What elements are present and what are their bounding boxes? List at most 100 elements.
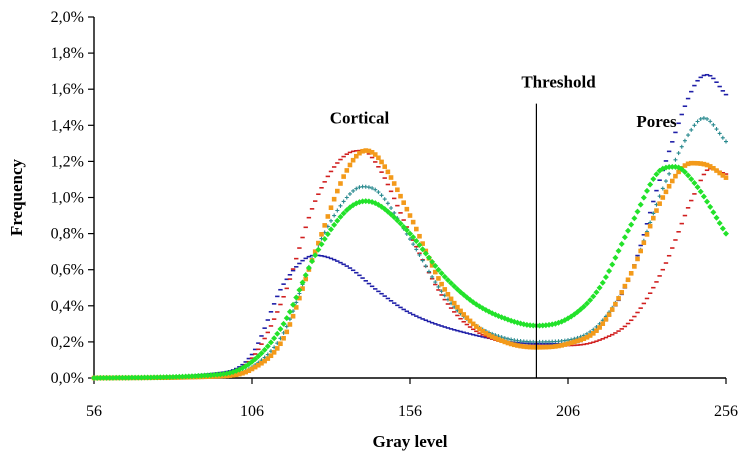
data-point [650,175,657,182]
data-point [511,342,517,348]
data-point [537,345,542,350]
data-point [331,221,338,228]
data-point [379,193,384,198]
data-point [419,246,426,253]
data-point [246,368,252,374]
data-point [470,321,476,327]
data-point [265,356,271,361]
data-point [602,274,609,281]
data-point [408,237,412,242]
data-point [597,325,602,330]
data-point [600,321,606,326]
data-point [596,284,603,291]
x-axis-ticks: 56 106 156 206 256 [86,378,738,420]
data-point [458,308,463,314]
data-point [580,303,587,310]
data-point [357,150,362,156]
data-point [400,223,407,230]
plot-area: 0,0% 0,2% 0,4% 0,6% 0,8% 1,0% 1,2% 1,4% 1,6% 1,8%… [51,9,738,420]
data-point [316,240,321,246]
series-layer [91,73,729,381]
data-point [559,343,564,348]
data-point [502,339,508,345]
data-point [125,374,132,381]
y-tick-label: 2,0% [51,9,84,26]
data-point [370,186,375,191]
data-point [334,217,341,224]
data-point [271,335,278,342]
data-point [256,362,261,368]
data-point [549,344,555,350]
data-point [613,301,618,307]
data-point [322,223,327,228]
data-point [425,254,432,261]
data-point [609,307,615,312]
data-point [632,264,637,269]
data-point [341,199,346,204]
data-point [719,225,726,232]
data-point [688,176,695,183]
data-point [543,344,549,350]
y-tick-label: 0,4% [51,298,84,315]
data-point [628,221,635,228]
data-point [708,119,713,124]
data-point [351,188,356,193]
data-point [666,183,672,189]
data-point [685,172,692,179]
data-point [436,276,441,281]
data-point [705,116,710,121]
y-tick-label: 1,4% [51,117,84,134]
data-point [160,374,167,381]
data-point [493,335,498,341]
data-point [676,169,681,175]
data-point [710,209,717,216]
data-point [474,324,479,329]
data-point [249,366,255,372]
data-point [344,195,349,200]
data-point [388,175,394,180]
data-point [697,188,704,195]
data-point [451,300,457,306]
data-point [173,373,180,380]
data-point [653,171,660,178]
data-point [312,252,319,259]
data-point [410,234,417,241]
data-point [688,160,694,166]
data-point [360,148,365,154]
data-point [97,374,104,381]
data-point [717,131,722,136]
data-point [701,161,707,167]
data-point [676,151,681,156]
data-point [109,374,116,381]
data-point [654,208,659,213]
x-tick-label: 156 [398,403,422,420]
data-point [94,374,101,381]
data-point [575,338,580,344]
data-point [713,214,720,221]
data-point [132,374,139,381]
data-point [521,344,527,349]
data-point [347,162,353,168]
data-point [312,249,318,254]
data-point [411,242,416,247]
series-0 [91,73,729,379]
data-point [723,230,729,237]
data-point [258,350,265,357]
y-tick-label: 0,0% [51,370,84,387]
data-point [441,273,448,280]
data-point [546,344,552,350]
data-point [407,230,413,237]
data-point [420,258,425,263]
data-point [438,270,445,277]
y-tick-label: 1,8% [51,45,84,62]
data-point [321,236,328,243]
data-point [233,372,239,378]
data-point [704,198,711,205]
data-point [341,174,346,179]
data-point [403,227,410,234]
data-point [704,162,710,168]
data-point [319,231,324,237]
data-point [157,374,164,381]
data-point [284,329,290,335]
data-point [388,211,395,218]
